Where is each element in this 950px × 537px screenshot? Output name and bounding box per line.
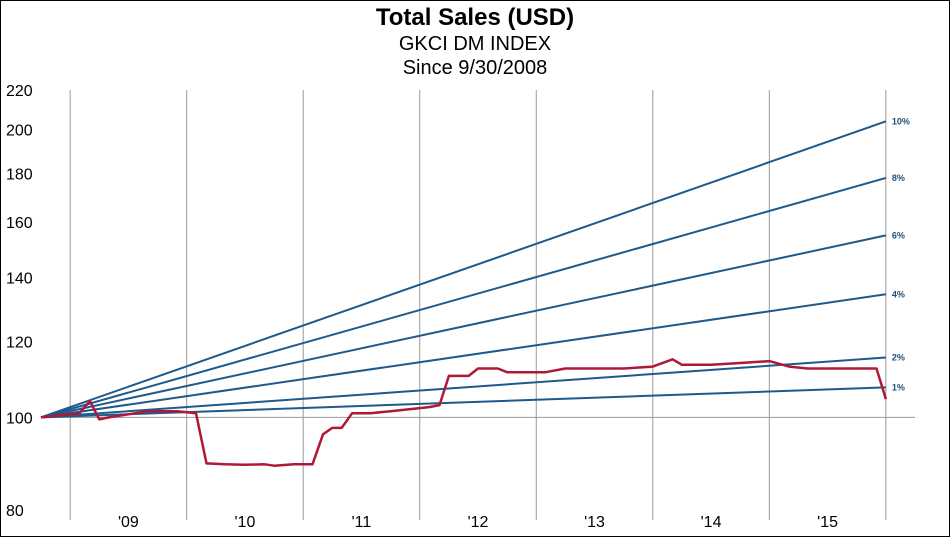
y-tick-label: 120 (6, 335, 33, 352)
reference-line (40, 356, 886, 419)
x-axis-ticks: '09 '10 '11 '12 '13 '14 '15 (118, 514, 838, 531)
reference-line-label: 1% (892, 382, 905, 392)
chart-subtitle-date: Since 9/30/2008 (402, 57, 548, 79)
reference-line (40, 120, 887, 419)
reference-line-label: 6% (892, 230, 905, 240)
y-axis-ticks: 80 100 120 140 160 180 200 220 (6, 83, 33, 520)
sales-line (40, 358, 888, 467)
x-tick-label: '12 (468, 514, 489, 531)
x-tick-label: '13 (584, 514, 605, 531)
y-tick-label: 180 (6, 166, 33, 183)
x-tick-label: '15 (817, 514, 838, 531)
y-tick-label: 220 (6, 83, 33, 100)
sales-series (40, 358, 888, 467)
y-tick-label: 200 (6, 123, 33, 140)
reference-line (40, 293, 887, 419)
reference-line (40, 176, 887, 419)
reference-line (40, 234, 887, 419)
reference-line (40, 386, 886, 419)
x-tick-label: '10 (235, 514, 256, 531)
reference-line-label: 4% (892, 289, 905, 299)
x-tick-label: '09 (118, 514, 139, 531)
y-tick-label: 140 (6, 271, 33, 288)
reference-line-label: 2% (892, 353, 905, 363)
x-tick-label: '14 (701, 514, 722, 531)
chart-subtitle: GKCI DM INDEX (398, 33, 552, 55)
y-tick-label: 160 (6, 215, 33, 232)
x-tick-label: '11 (352, 514, 372, 531)
y-tick-label: 80 (6, 503, 24, 520)
chart-title: Total Sales (USD) (375, 4, 575, 31)
reference-line-label: 10% (892, 116, 910, 126)
growth-reference-lines: 10% 8% 6% 4% 2% 1% (40, 116, 910, 419)
y-tick-label: 100 (6, 410, 33, 427)
grid-lines (41, 90, 915, 520)
chart-title-block: Total Sales (USD) GKCI DM INDEX Since 9/… (0, 4, 950, 80)
reference-line-label: 8% (892, 173, 905, 183)
